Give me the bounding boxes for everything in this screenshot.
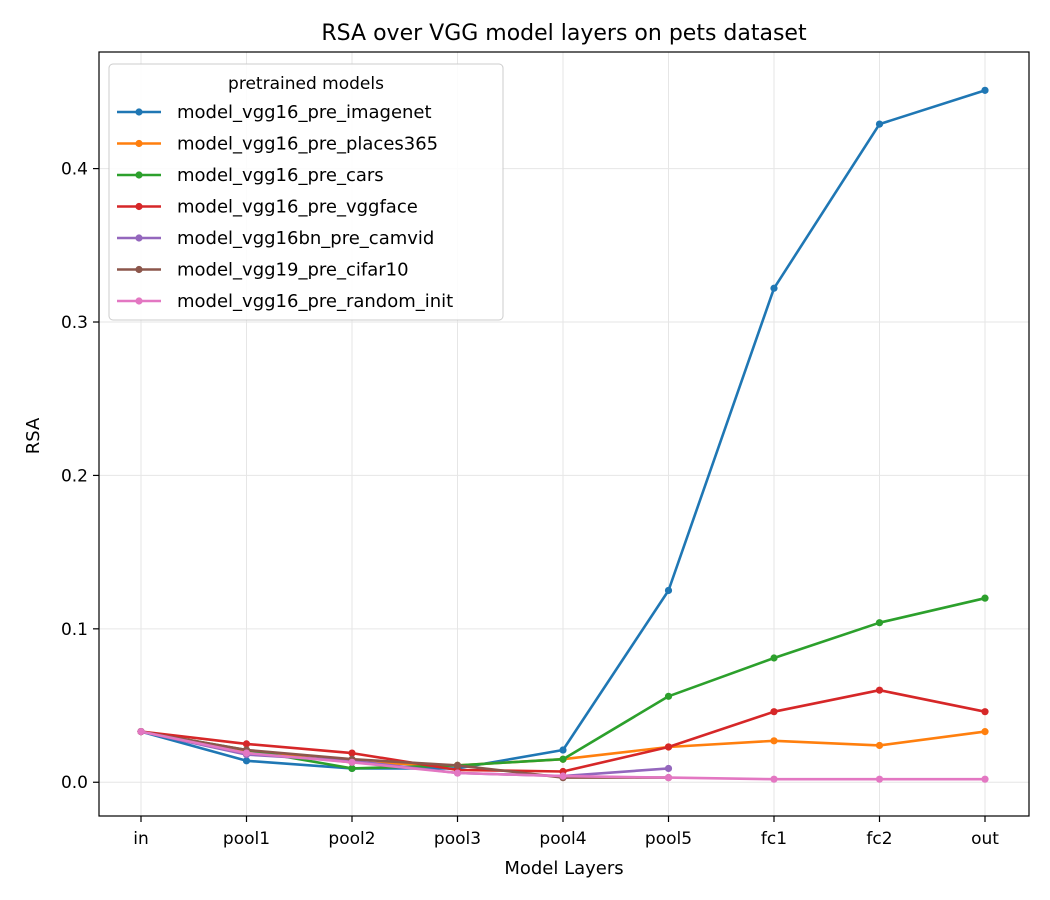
data-point (242, 749, 251, 757)
series-model_vgg16_pre_random_init (137, 728, 989, 783)
legend-swatch-marker (135, 139, 143, 148)
y-tick-label: 0.3 (61, 313, 88, 333)
legend-label: model_vgg16_pre_vggface (177, 197, 418, 218)
legend-entry: model_vgg19_pre_cifar10 (117, 260, 409, 281)
x-tick-label: pool4 (539, 829, 586, 849)
legend-label: model_vgg19_pre_cifar10 (177, 260, 409, 281)
legend: pretrained models model_vgg16_pre_imagen… (108, 63, 504, 321)
data-point (770, 737, 778, 745)
data-point (559, 755, 567, 763)
data-point (348, 749, 356, 757)
legend-label: model_vgg16_pre_cars (177, 165, 384, 186)
data-point (875, 120, 884, 128)
legend-swatch-marker (135, 171, 143, 179)
legend-entry: model_vgg16_pre_places365 (117, 134, 438, 155)
data-point (981, 775, 989, 783)
legend-label: model_vgg16_pre_imagenet (177, 102, 432, 123)
y-tick-label: 0.4 (61, 160, 88, 180)
data-point (770, 284, 778, 292)
legend-entry: model_vgg16_pre_cars (117, 165, 384, 186)
x-tick-label: out (971, 829, 999, 849)
x-tick-label: in (133, 829, 149, 849)
chart-title: RSA over VGG model layers on pets datase… (321, 21, 807, 46)
legend-swatch-marker (135, 108, 143, 116)
legend-swatch-marker (135, 234, 143, 242)
data-point (664, 586, 673, 595)
data-point (981, 86, 989, 94)
legend-label: model_vgg16_pre_random_init (177, 291, 453, 312)
data-point (559, 746, 567, 754)
legend-swatch-marker (135, 202, 143, 211)
y-tick-label: 0.1 (61, 620, 88, 640)
x-axis-label: Model Layers (504, 858, 623, 879)
x-axis: in pool1 pool2 pool3 pool4 pool5 fc1 fc2 out (133, 816, 999, 849)
data-point (137, 728, 145, 736)
legend-entries: model_vgg16_pre_imagenet model_vgg16_pre_… (117, 102, 453, 312)
data-point (770, 708, 778, 716)
data-point (770, 775, 778, 783)
legend-entry: model_vgg16_pre_random_init (117, 291, 453, 312)
data-point (875, 775, 884, 783)
legend-title: pretrained models (228, 74, 384, 94)
x-tick-label: pool5 (645, 829, 692, 849)
y-axis: 0.0 0.1 0.2 0.3 0.4 (61, 160, 99, 793)
y-tick-label: 0.0 (61, 773, 88, 793)
legend-label: model_vgg16bn_pre_camvid (177, 228, 434, 249)
data-point (664, 743, 673, 751)
x-tick-label: pool1 (223, 829, 270, 849)
data-point (981, 708, 989, 716)
legend-swatch-marker (135, 265, 143, 274)
legend-label: model_vgg16_pre_places365 (177, 134, 438, 155)
data-point (664, 692, 673, 700)
y-axis-label: RSA (23, 417, 44, 454)
legend-entry: model_vgg16_pre_vggface (117, 197, 418, 218)
data-point (453, 761, 462, 769)
data-point (242, 740, 251, 748)
data-point (664, 774, 673, 782)
x-tick-label: fc2 (866, 829, 892, 849)
series-layer (137, 86, 989, 783)
data-point (875, 619, 884, 627)
data-point (242, 757, 251, 765)
data-point (875, 741, 884, 750)
plot-frame (98, 51, 1030, 817)
data-point (981, 594, 989, 602)
data-point (348, 758, 356, 766)
legend-box (108, 63, 504, 321)
legend-entry: model_vgg16bn_pre_camvid (117, 228, 434, 249)
data-point (875, 686, 884, 694)
legend-swatch-marker (135, 297, 143, 305)
data-point (981, 728, 989, 736)
data-point (453, 769, 462, 777)
data-point (348, 764, 356, 773)
x-tick-label: pool2 (328, 829, 375, 849)
x-tick-label: pool3 (434, 829, 481, 849)
data-point (664, 764, 673, 773)
data-point (770, 654, 778, 662)
data-point (559, 772, 567, 780)
legend-entry: model_vgg16_pre_imagenet (117, 102, 432, 123)
x-tick-label: fc1 (761, 829, 787, 849)
y-tick-label: 0.2 (61, 466, 88, 486)
